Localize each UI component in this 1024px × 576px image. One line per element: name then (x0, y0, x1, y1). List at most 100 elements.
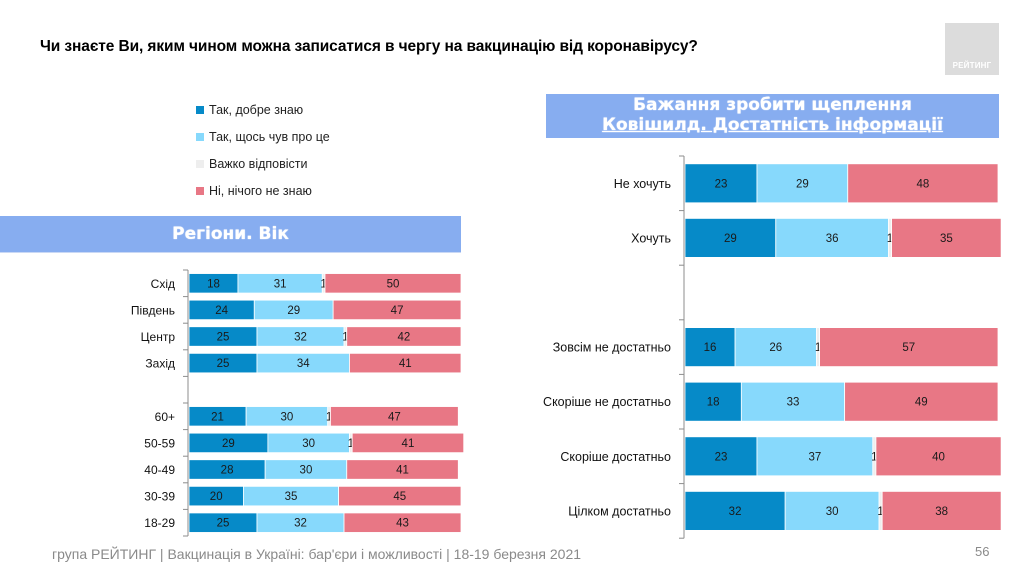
data-label: 28 (221, 465, 234, 477)
data-label: 32 (294, 332, 307, 344)
bar-segment (330, 406, 459, 427)
bar-segment (684, 381, 742, 422)
bar-segment (684, 436, 758, 477)
category-label: Не хочуть (614, 177, 671, 191)
footer-text: група РЕЙТИНГ | Вакцинація в Україні: ба… (52, 546, 582, 562)
data-label: 30 (826, 506, 839, 518)
regions-age-chart: Схід 18 31 1 50 Південь 24 29 47 Центр 25 32 1 42 Захі… (131, 269, 465, 537)
legend-label: Так, щось чув про це (209, 129, 330, 144)
legend-label: Ні, нічого не знаю (209, 183, 312, 198)
category-label: Центр (141, 330, 176, 344)
bar-segment (881, 490, 1002, 531)
category-label: Скоріше достатньо (560, 450, 671, 464)
bar-segment (684, 327, 736, 368)
data-label: 30 (302, 438, 315, 450)
category-label: Зовсім не достатньо (553, 341, 671, 355)
data-label: 25 (217, 332, 230, 344)
vaccine-info-banner: Бажання зробити щеплення Ковішилд. Доста… (546, 94, 999, 138)
legend-swatch-icon (196, 132, 204, 141)
data-label: 31 (274, 278, 287, 290)
data-label: 41 (402, 438, 415, 450)
vaccine-info-chart: Не хочуть 23 29 48 Хочуть 29 36 1 35 Зовсім не до… (543, 155, 1002, 539)
data-label: 45 (393, 491, 406, 503)
data-label: 42 (397, 332, 410, 344)
data-label: 35 (285, 491, 298, 503)
bar-segment (734, 327, 817, 368)
data-label: 18 (207, 278, 220, 290)
data-label: 47 (391, 305, 404, 317)
data-label: 35 (940, 233, 953, 245)
legend-item-know-nothing: Ні, нічого не знаю (196, 177, 330, 204)
data-label: 41 (399, 358, 412, 370)
page-number: 56 (975, 544, 990, 559)
bar-segment (684, 217, 777, 258)
data-label: 40 (932, 451, 945, 463)
data-label: 49 (915, 397, 928, 409)
data-label: 18 (707, 397, 720, 409)
regions-age-banner: Регіони. Вік (0, 216, 461, 253)
data-label: 25 (217, 358, 230, 370)
rating-logo: РЕЙТИНГ (945, 23, 999, 75)
category-label: Захід (145, 357, 175, 371)
data-label: 16 (704, 342, 717, 354)
bar-segment (684, 490, 786, 531)
category-label: 18-29 (144, 516, 175, 530)
bar-segment (351, 432, 465, 454)
bar-segment (349, 352, 462, 374)
data-label: 20 (210, 491, 223, 503)
data-label: 34 (297, 358, 310, 370)
data-label: 24 (215, 305, 228, 317)
data-label: 1 (871, 451, 877, 463)
legend-item-know-well: Так, добре знаю (196, 96, 330, 123)
data-label: 48 (916, 178, 929, 190)
category-label: 30-39 (144, 490, 175, 504)
bar-segment (756, 436, 874, 477)
legend-swatch-icon (196, 186, 204, 195)
bar-segment (891, 217, 1002, 258)
category-label: Хочуть (631, 231, 671, 245)
data-label: 25 (217, 518, 230, 530)
data-label: 1 (342, 332, 348, 344)
data-label: 47 (388, 411, 401, 423)
data-label: 1 (320, 278, 326, 290)
page-title: Чи знаєте Ви, яким чином можна записатис… (40, 38, 698, 55)
data-label: 29 (287, 305, 300, 317)
data-label: 43 (396, 518, 409, 530)
banner-line-2: Ковішилд. Достатність інформації (602, 115, 943, 135)
bar-segment (324, 273, 462, 294)
bar-segment (844, 381, 999, 422)
data-label: 32 (729, 506, 742, 518)
bar-segment (343, 512, 462, 533)
legend-label: Важко відповісти (209, 156, 308, 171)
logo-text: РЕЙТИНГ (952, 61, 992, 70)
legend-swatch-icon (196, 159, 204, 168)
category-label: 50-59 (144, 436, 175, 450)
data-label: 1 (326, 411, 332, 423)
data-label: 23 (715, 451, 728, 463)
data-label: 1 (348, 438, 354, 450)
data-label: 36 (826, 233, 839, 245)
banner-line-1: Бажання зробити щеплення (633, 95, 912, 115)
chart-legend: Так, добре знаю Так, щось чув про це Важ… (196, 96, 330, 204)
legend-item-heard-something: Так, щось чув про це (196, 123, 330, 150)
data-label: 26 (769, 342, 782, 354)
category-label: Південь (131, 303, 175, 317)
data-label: 1 (815, 342, 821, 354)
bar-segment (740, 381, 846, 422)
bar-segment (332, 299, 462, 321)
data-label: 29 (796, 178, 809, 190)
bar-segment (346, 459, 459, 480)
data-label: 1 (877, 506, 883, 518)
data-label: 1 (887, 233, 893, 245)
data-label: 33 (787, 397, 800, 409)
bar-segment (338, 485, 462, 507)
data-label: 37 (808, 451, 821, 463)
data-label: 30 (300, 465, 313, 477)
data-label: 29 (724, 233, 737, 245)
data-label: 50 (387, 278, 400, 290)
bar-segment (875, 436, 1002, 477)
data-label: 57 (902, 342, 915, 354)
legend-item-hard-to-say: Важко відповісти (196, 150, 330, 177)
category-label: 60+ (155, 410, 175, 424)
